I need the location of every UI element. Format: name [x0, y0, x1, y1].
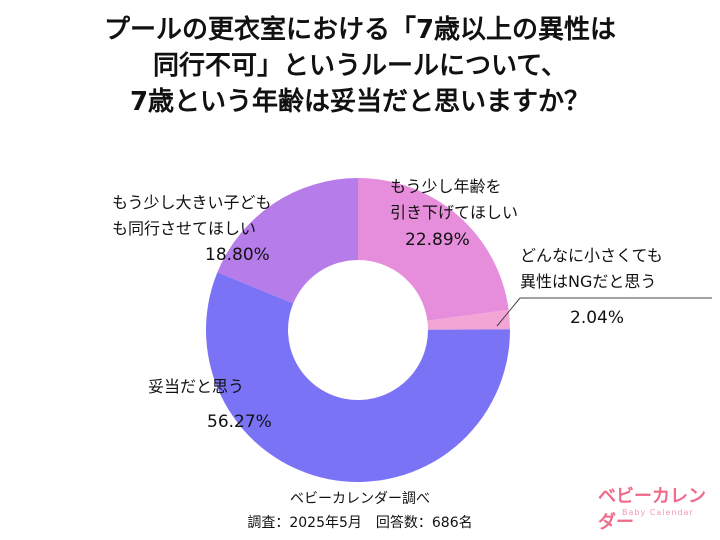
- leader-line: [496, 297, 521, 327]
- slice-label: もう少し年齢を 引き下げてほしい: [390, 177, 519, 222]
- value-label: 18.80%: [205, 245, 270, 265]
- value-label: 56.27%: [207, 412, 272, 432]
- value-label: 22.89%: [405, 230, 470, 250]
- slice-label: どんなに小さくても 異性はNGだと思う: [520, 246, 663, 291]
- chart-title: プールの更衣室における「7歳以上の異性は 同行不可」というルールについて、 7歳…: [103, 15, 617, 117]
- slice: [358, 178, 509, 321]
- source: ベビーカレンダー調べ: [290, 491, 430, 507]
- logo: ベビーカレンダー: [598, 486, 706, 533]
- slice: [427, 309, 510, 330]
- value-label: 2.04%: [570, 308, 625, 328]
- slice: [205, 272, 510, 482]
- slice-label: もう少し大きい子ども も同行させてほしい: [112, 193, 272, 238]
- logo-sub: Baby Calendar: [622, 508, 694, 517]
- slice: [217, 178, 358, 304]
- note: 調査：2025年5月 回答数：686名: [247, 515, 473, 531]
- slice-label: 妥当だと思う: [148, 377, 245, 396]
